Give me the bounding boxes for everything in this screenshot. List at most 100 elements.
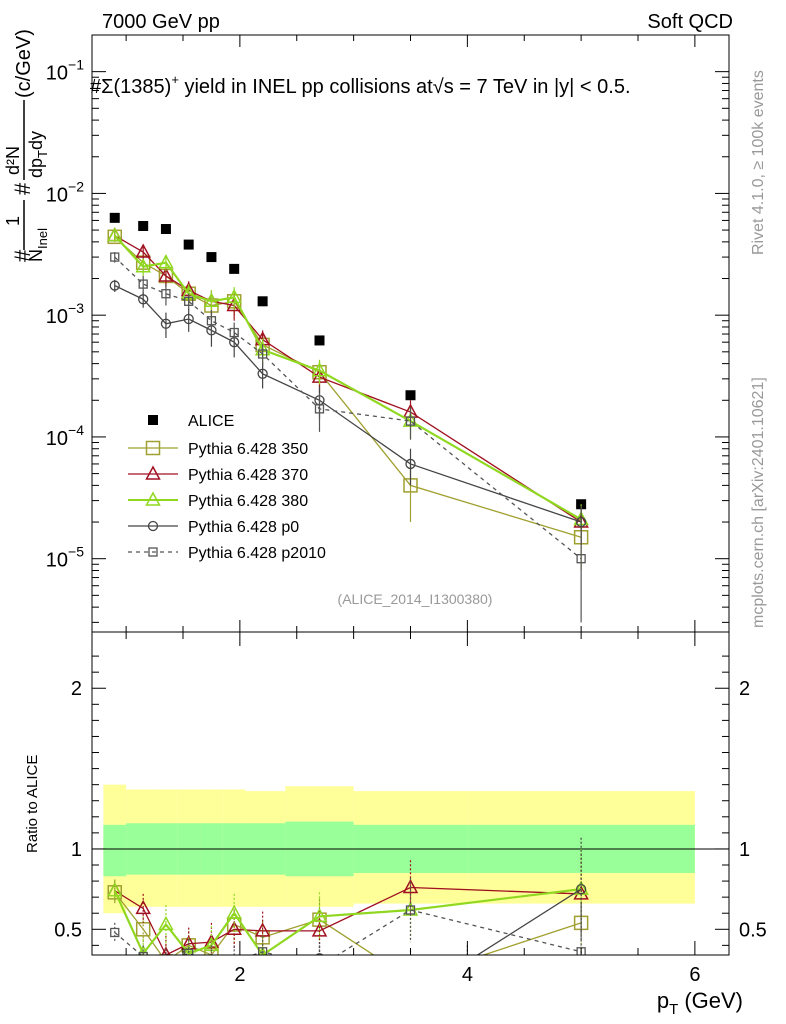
ratio-point	[405, 905, 416, 915]
ratio-point	[161, 978, 170, 987]
ratio-y-label-right: 0.5	[739, 919, 767, 941]
ratio-point	[207, 965, 216, 974]
ratio-y-label-left: 1	[71, 839, 82, 861]
ratio-series-layer	[106, 837, 589, 987]
ratio-point	[311, 922, 328, 937]
main-y-ticks: 10−510−410−310−210−1	[46, 34, 729, 632]
legend-label-5: Pythia 6.428 p2010	[188, 545, 326, 562]
xlabel-p: p	[657, 988, 669, 1013]
ylabel-dy: dy	[26, 131, 46, 150]
ylabel-n-sub: Inel	[35, 228, 50, 249]
data-point	[257, 368, 268, 379]
title-sqrt: √	[433, 76, 444, 98]
ratio-panel: 0.5 0.5 1 1 2 2 2 4 6 Ratio to ALICE pT (GeV)	[24, 631, 767, 1018]
legend-label-2: Pythia 6.428 370	[188, 467, 308, 484]
ylabel-n: NInel	[26, 228, 50, 262]
mcplots-label: mcplots.cern.ch [arXiv:2401.10621]	[750, 377, 767, 628]
title-mid: yield in INEL pp collisions at	[179, 76, 433, 98]
data-point	[160, 224, 171, 235]
legend-label-4: Pythia 6.428 p0	[188, 519, 299, 536]
ratio-line	[114, 909, 582, 955]
series-line	[113, 234, 582, 521]
ratio-data-layer	[92, 784, 729, 987]
ratio-point	[575, 883, 587, 895]
ylabel-one: 1	[3, 216, 23, 226]
y-tick-label: 10−2	[46, 178, 84, 206]
ratio-ticks: 0.5 0.5 1 1 2 2 2 4 6	[54, 632, 767, 986]
data-point	[257, 349, 268, 359]
x-axis-label: pT (GeV)	[657, 988, 743, 1018]
ratio-point	[576, 947, 586, 955]
analysis-tag: (ALICE_2014_I1300380)	[338, 591, 493, 607]
ratio-line	[114, 886, 582, 955]
ratio-point	[184, 948, 194, 955]
main-panel: 10−510−410−310−210−1 #Σ(1385)+ yield in …	[3, 29, 730, 633]
data-point	[160, 318, 172, 329]
ratio-point	[402, 878, 419, 894]
y-tick-exp: −1	[68, 57, 84, 73]
ratio-point	[106, 882, 123, 897]
data-point	[138, 294, 149, 305]
series-line	[114, 284, 582, 523]
data-point	[183, 239, 194, 250]
series-4	[109, 279, 587, 545]
ratio-point	[257, 947, 268, 955]
data-point	[109, 212, 120, 223]
ratio-point	[110, 960, 119, 969]
data-point	[576, 554, 586, 564]
data-point	[183, 313, 194, 325]
ratio-point	[311, 907, 328, 923]
data-point	[106, 227, 123, 242]
ratio-point	[207, 957, 215, 965]
ratio-point	[406, 962, 415, 971]
legend-label-1: Pythia 6.428 350	[188, 441, 308, 458]
ylabel-dp: dp	[26, 158, 46, 178]
data-point	[575, 516, 587, 528]
ratio-point	[316, 962, 324, 970]
ratio-line	[114, 891, 582, 955]
header-right: Soft QCD	[647, 11, 733, 33]
ratio-point	[162, 959, 170, 967]
ratio-line	[113, 888, 582, 955]
y-tick-exp: −4	[68, 422, 84, 438]
data-point	[206, 252, 217, 263]
rivet-label: Rivet 4.1.0, ≥ 100k events	[750, 70, 767, 255]
ratio-point	[139, 965, 148, 974]
ratio-y-label-right: 2	[739, 678, 750, 700]
ratio-point	[257, 946, 268, 955]
data-point	[257, 296, 268, 307]
data-point	[184, 296, 194, 306]
x-tick-label: 2	[234, 964, 245, 986]
ratio-y-label: Ratio to ALICE	[24, 755, 41, 853]
y-tick-label: 10−1	[46, 57, 84, 85]
y-tick-base: 10	[46, 184, 68, 206]
ratio-point	[158, 915, 174, 931]
series-5	[110, 252, 586, 623]
legend-marker	[145, 491, 161, 506]
ylabel-n-letter: N	[26, 249, 46, 262]
legend-marker	[145, 465, 161, 480]
ratio-point	[161, 946, 171, 955]
data-point	[138, 279, 148, 289]
series-0	[109, 212, 587, 510]
ratio-point	[107, 885, 122, 900]
ratio-point	[226, 904, 242, 919]
y-tick-exp: −2	[68, 178, 84, 194]
title-sup: +	[171, 72, 179, 87]
ratio-y-label-left: 2	[71, 678, 82, 700]
ratio-point	[184, 967, 193, 976]
main-data-layer	[106, 212, 589, 623]
ratio-point	[258, 963, 267, 972]
data-point	[229, 263, 240, 274]
ylabel-dp-sub: T	[35, 150, 50, 158]
data-point	[158, 267, 174, 282]
y-tick-base: 10	[46, 428, 68, 450]
legend-label-3: Pythia 6.428 380	[188, 493, 308, 510]
data-point	[109, 280, 120, 291]
legend-marker	[147, 520, 159, 532]
ratio-y-label-right: 1	[739, 839, 750, 861]
ratio-point	[158, 954, 174, 955]
data-point	[405, 390, 416, 401]
y-tick-base: 10	[46, 63, 68, 85]
data-point	[135, 243, 151, 258]
